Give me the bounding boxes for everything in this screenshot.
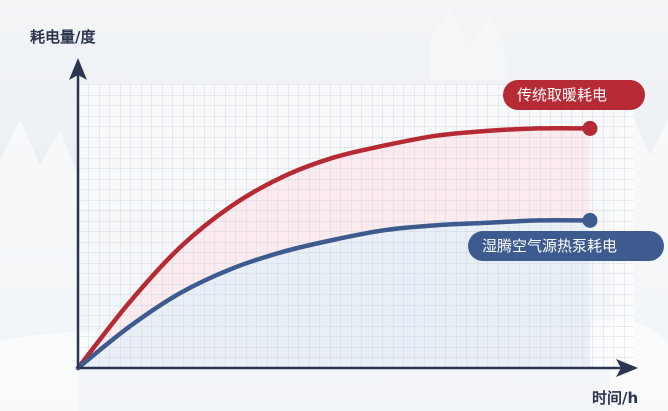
grid	[78, 84, 634, 368]
series-end-point-heat-pump	[582, 212, 598, 228]
series-end-point-traditional-heating	[582, 120, 598, 136]
axes	[69, 58, 638, 377]
x-axis-arrow-icon	[616, 359, 638, 377]
x-axis-title: 时间/h	[592, 389, 639, 407]
series-label-heat-pump: 湿腾空气源热泵耗电	[468, 231, 664, 261]
series-line-heat-pump	[75, 217, 593, 371]
y-axis-title: 耗电量/度	[30, 28, 96, 46]
series-label-traditional-heating: 传统取暖耗电	[503, 80, 645, 110]
y-axis-arrow-icon	[69, 58, 87, 80]
series-line-traditional-heating	[75, 125, 593, 371]
